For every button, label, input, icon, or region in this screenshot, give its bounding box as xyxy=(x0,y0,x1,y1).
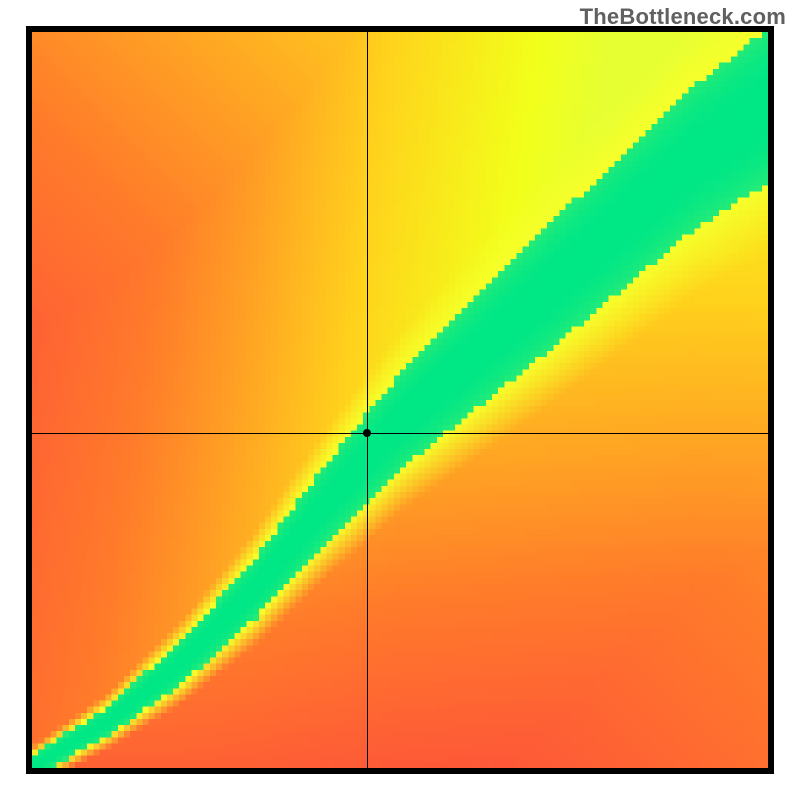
plot-frame xyxy=(26,26,774,774)
root-container: TheBottleneck.com xyxy=(0,0,800,800)
watermark-text: TheBottleneck.com xyxy=(580,4,786,30)
crosshair-vertical xyxy=(367,32,368,768)
crosshair-horizontal xyxy=(32,433,768,434)
crosshair-dot xyxy=(363,429,371,437)
heatmap-canvas xyxy=(32,32,768,768)
